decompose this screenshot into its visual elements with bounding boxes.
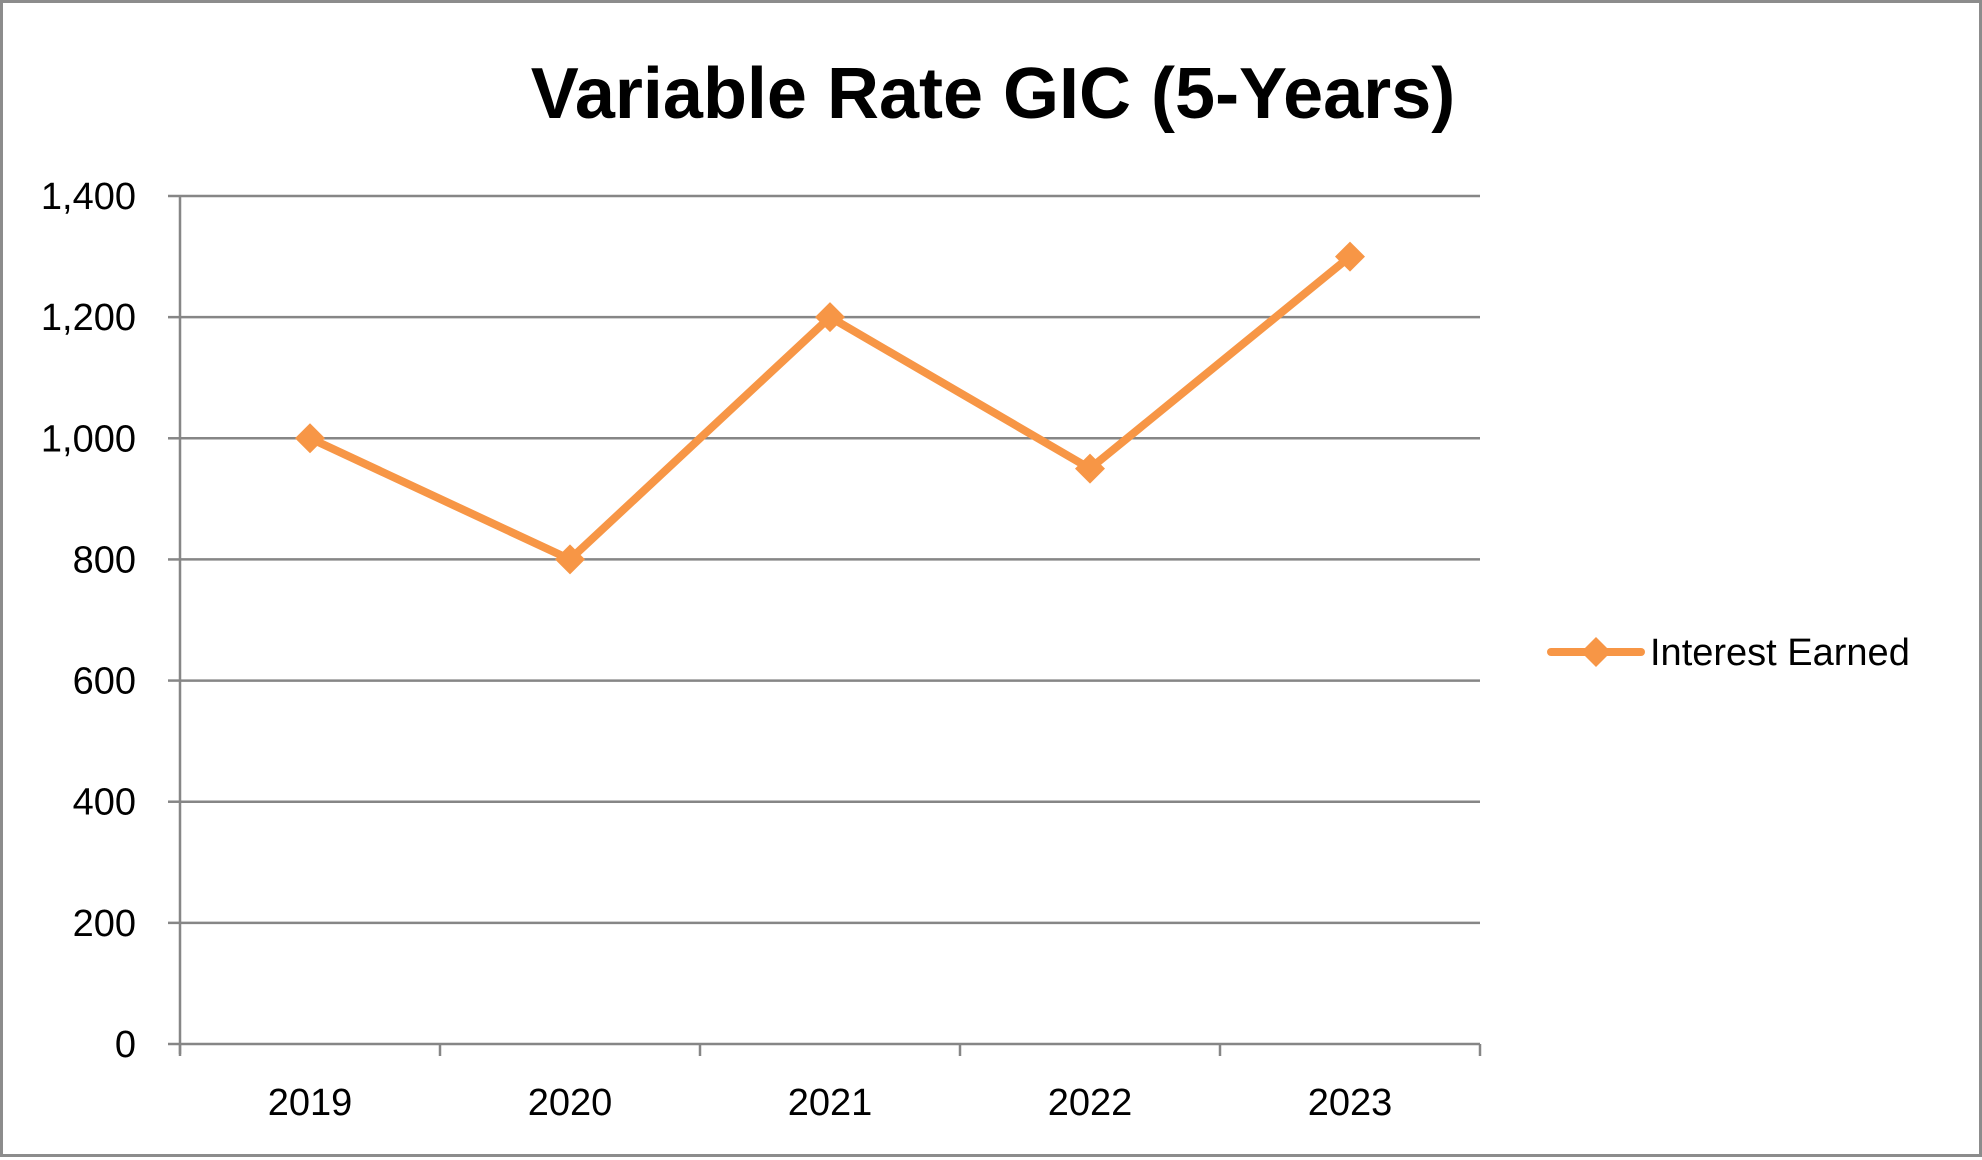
line-chart: Variable Rate GIC (5-Years) 0 200 400 600 80…	[41, 54, 1910, 1124]
y-tick-label: 200	[73, 903, 136, 945]
y-tick-label: 400	[73, 782, 136, 824]
y-tick-label: 1,200	[41, 297, 136, 339]
data-point-marker	[1335, 241, 1365, 272]
x-tick-label: 2019	[268, 1082, 353, 1124]
x-tick-label: 2021	[788, 1082, 873, 1124]
data-point-marker	[295, 423, 325, 454]
series-layer	[295, 241, 1365, 575]
data-point-marker	[555, 544, 585, 575]
axes	[168, 194, 1482, 1056]
y-tick-label: 600	[73, 661, 136, 703]
data-point-marker	[815, 302, 845, 333]
legend-label: Interest Earned	[1650, 632, 1910, 674]
y-tick-label: 800	[73, 539, 136, 581]
x-tick-label: 2020	[528, 1082, 613, 1124]
x-tick-label: 2023	[1308, 1082, 1393, 1124]
legend: Interest Earned	[1547, 632, 1910, 674]
series-line-interest-earned	[306, 252, 1354, 564]
chart-title: Variable Rate GIC (5-Years)	[531, 54, 1455, 134]
x-axis-tick-labels: 2019 2020 2021 2022 2023	[268, 1082, 1393, 1124]
y-tick-label: 1,400	[41, 176, 136, 218]
data-point-marker	[1075, 453, 1105, 484]
y-axis-tick-labels: 0 200 400 600 800 1,000 1,200 1,400	[41, 176, 136, 1066]
legend-diamond-marker	[1581, 637, 1611, 667]
x-tick-label: 2022	[1048, 1082, 1133, 1124]
y-tick-label: 0	[115, 1024, 136, 1066]
y-tick-label: 1,000	[41, 418, 136, 460]
